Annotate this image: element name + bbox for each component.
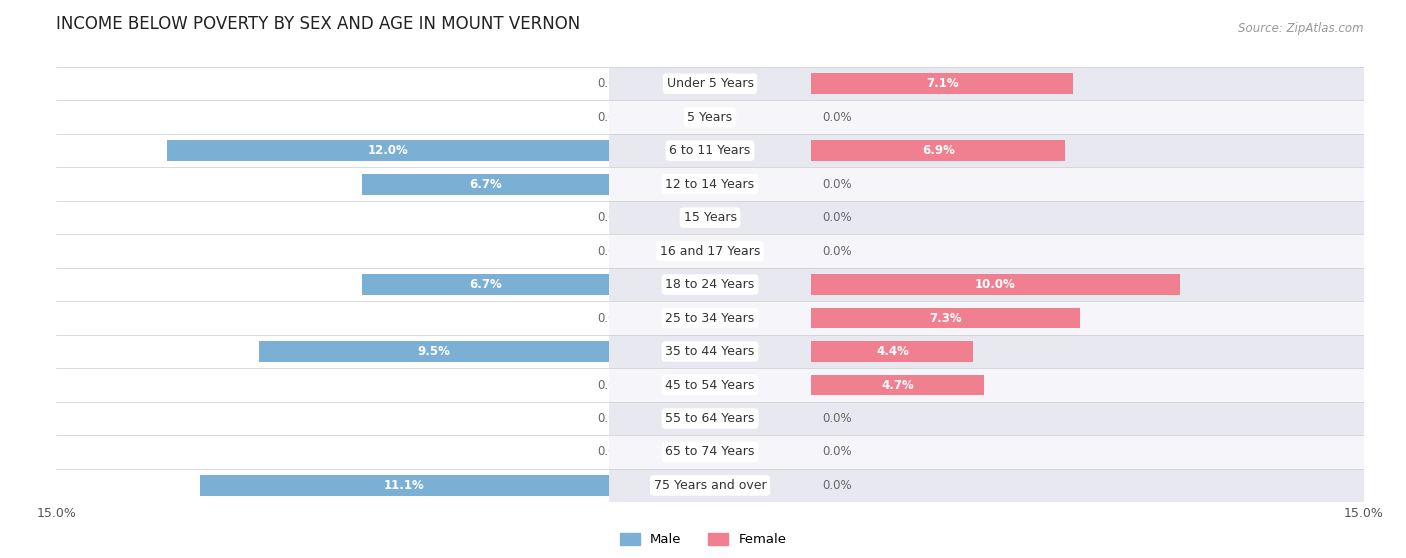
Bar (811, 274, 1180, 295)
Bar (609, 368, 811, 402)
Text: 0.0%: 0.0% (823, 412, 852, 425)
Text: INCOME BELOW POVERTY BY SEX AND AGE IN MOUNT VERNON: INCOME BELOW POVERTY BY SEX AND AGE IN M… (56, 16, 581, 33)
Text: 55 to 64 Years: 55 to 64 Years (665, 412, 755, 425)
Text: 15 Years: 15 Years (683, 211, 737, 224)
Bar (361, 174, 609, 195)
Bar (167, 140, 609, 161)
Bar (609, 134, 811, 167)
Bar (811, 268, 1364, 301)
Bar (609, 469, 811, 502)
Legend: Male, Female: Male, Female (614, 527, 792, 551)
Text: Source: ZipAtlas.com: Source: ZipAtlas.com (1239, 22, 1364, 35)
Bar (609, 335, 1161, 368)
Bar (259, 341, 609, 362)
Text: 9.5%: 9.5% (418, 345, 450, 358)
Text: 0.0%: 0.0% (598, 211, 627, 224)
Text: 0.0%: 0.0% (823, 177, 852, 191)
Bar (609, 134, 1161, 167)
Text: 12.0%: 12.0% (367, 144, 408, 157)
Bar (811, 469, 1364, 502)
Bar (811, 67, 1364, 100)
Text: 0.0%: 0.0% (598, 378, 627, 392)
Text: 45 to 54 Years: 45 to 54 Years (665, 378, 755, 392)
Bar (811, 374, 984, 396)
Text: 0.0%: 0.0% (823, 445, 852, 459)
Bar (811, 234, 1364, 268)
Bar (609, 368, 1161, 402)
Text: 6.9%: 6.9% (922, 144, 955, 157)
Text: 10.0%: 10.0% (976, 278, 1017, 291)
Bar (609, 402, 1161, 435)
Bar (609, 100, 811, 134)
Bar (609, 234, 1161, 268)
Bar (609, 201, 811, 234)
Text: 16 and 17 Years: 16 and 17 Years (659, 244, 761, 258)
Bar (609, 234, 811, 268)
Bar (811, 134, 1364, 167)
Text: 0.0%: 0.0% (823, 244, 852, 258)
Bar (609, 167, 811, 201)
Bar (609, 268, 811, 301)
Text: 4.4%: 4.4% (876, 345, 908, 358)
Text: 25 to 34 Years: 25 to 34 Years (665, 311, 755, 325)
Text: 12 to 14 Years: 12 to 14 Years (665, 177, 755, 191)
Bar (361, 274, 609, 295)
Bar (609, 435, 1161, 469)
Bar (811, 435, 1364, 469)
Bar (811, 301, 1364, 335)
Bar (609, 469, 1161, 502)
Bar (609, 67, 811, 100)
Bar (811, 341, 973, 362)
Text: 11.1%: 11.1% (384, 479, 425, 492)
Bar (609, 268, 1161, 301)
Text: 0.0%: 0.0% (823, 479, 852, 492)
Bar (609, 402, 811, 435)
Bar (609, 301, 811, 335)
Bar (811, 201, 1364, 234)
Bar (609, 201, 1161, 234)
Bar (609, 67, 1161, 100)
Bar (609, 100, 1161, 134)
Bar (811, 140, 1066, 161)
Bar (811, 167, 1364, 201)
Text: 0.0%: 0.0% (598, 412, 627, 425)
Text: 6 to 11 Years: 6 to 11 Years (669, 144, 751, 157)
Bar (811, 307, 1080, 329)
Text: 65 to 74 Years: 65 to 74 Years (665, 445, 755, 459)
Text: 0.0%: 0.0% (823, 110, 852, 124)
Text: 75 Years and over: 75 Years and over (654, 479, 766, 492)
Bar (811, 368, 1364, 402)
Bar (811, 73, 1073, 94)
Bar (609, 301, 1161, 335)
Text: 0.0%: 0.0% (598, 110, 627, 124)
Bar (609, 167, 1161, 201)
Text: 18 to 24 Years: 18 to 24 Years (665, 278, 755, 291)
Text: 6.7%: 6.7% (470, 177, 502, 191)
Bar (811, 335, 1364, 368)
Text: 0.0%: 0.0% (823, 211, 852, 224)
Text: 5 Years: 5 Years (688, 110, 733, 124)
Bar (609, 435, 811, 469)
Text: 0.0%: 0.0% (598, 244, 627, 258)
Text: 7.3%: 7.3% (929, 311, 962, 325)
Text: 35 to 44 Years: 35 to 44 Years (665, 345, 755, 358)
Bar (811, 402, 1364, 435)
Bar (811, 100, 1364, 134)
Text: 7.1%: 7.1% (925, 77, 959, 90)
Text: 0.0%: 0.0% (598, 77, 627, 90)
Bar (200, 475, 609, 496)
Text: 0.0%: 0.0% (598, 445, 627, 459)
Text: 0.0%: 0.0% (598, 311, 627, 325)
Bar (609, 335, 811, 368)
Text: 4.7%: 4.7% (882, 378, 914, 392)
Text: Under 5 Years: Under 5 Years (666, 77, 754, 90)
Text: 6.7%: 6.7% (470, 278, 502, 291)
